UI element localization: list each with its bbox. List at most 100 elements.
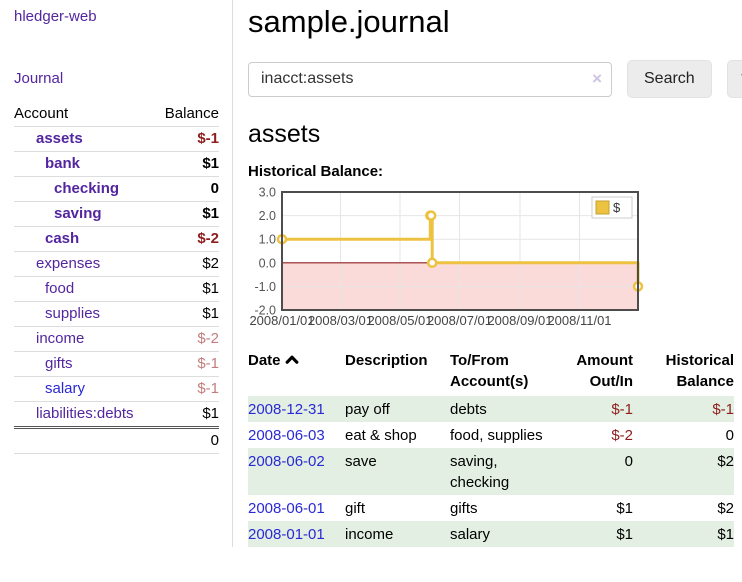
register-row: 2008-06-03 eat & shop food, supplies $-2 0 bbox=[248, 422, 734, 448]
balance-cell: $-1 bbox=[712, 401, 734, 418]
amount-cell: $-2 bbox=[611, 427, 633, 444]
account-row: assets $-1 bbox=[14, 126, 219, 152]
amount-cell: $-1 bbox=[611, 401, 633, 418]
account-link[interactable]: liabilities:debts bbox=[36, 405, 134, 422]
account-link[interactable]: salary bbox=[45, 380, 86, 397]
sort-ascending-icon bbox=[285, 350, 299, 371]
amount-cell: 0 bbox=[624, 453, 633, 470]
description-cell: gift bbox=[345, 500, 366, 517]
y-tick-label: 1.0 bbox=[259, 233, 276, 247]
register-header-to: To/From Account(s) bbox=[450, 352, 529, 390]
balance-cell: $2 bbox=[717, 453, 734, 470]
description-cell: income bbox=[345, 526, 394, 543]
register-row: 2008-01-01 income salary $1 $1 bbox=[248, 521, 734, 547]
account-balance: $-2 bbox=[197, 330, 219, 347]
account-link[interactable]: gifts bbox=[45, 355, 73, 372]
account-link[interactable]: food bbox=[45, 280, 75, 297]
clear-search-icon[interactable]: × bbox=[592, 68, 602, 88]
register-row: 2008-06-02 save saving, checking 0 $2 bbox=[248, 448, 734, 495]
date-link[interactable]: 2008-06-02 bbox=[248, 453, 325, 470]
register-header-description: Description bbox=[345, 352, 428, 369]
account-row: gifts $-1 bbox=[14, 351, 219, 377]
legend-label: $ bbox=[613, 200, 621, 215]
account-row: bank $1 bbox=[14, 151, 219, 177]
search-form: × Search ? bbox=[248, 60, 742, 98]
account-heading: assets bbox=[248, 120, 321, 148]
description-cell: pay off bbox=[345, 401, 390, 418]
main-content: sample.journal × Search ? assets Histori… bbox=[233, 0, 742, 547]
account-link[interactable]: saving bbox=[54, 205, 102, 222]
account-row: expenses $2 bbox=[14, 251, 219, 277]
register-table: Date Description To/From Account(s) Amount … bbox=[248, 348, 734, 547]
brand-link[interactable]: hledger-web bbox=[14, 8, 97, 25]
accounts-cell: gifts bbox=[450, 500, 478, 517]
help-button[interactable]: ? bbox=[726, 60, 742, 98]
register-header-amount: Amount Out/In bbox=[576, 352, 633, 390]
account-balance: $-2 bbox=[197, 230, 219, 247]
accounts-cell: saving, checking bbox=[450, 453, 510, 491]
account-balance: $1 bbox=[202, 205, 219, 222]
register-header-historical: Historical Balance bbox=[665, 352, 734, 390]
accounts-total-row: 0 bbox=[14, 427, 219, 454]
amount-cell: $1 bbox=[616, 500, 633, 517]
search-button[interactable]: Search bbox=[627, 60, 712, 98]
date-link[interactable]: 2008-01-01 bbox=[248, 526, 325, 543]
account-link[interactable]: assets bbox=[36, 130, 83, 147]
account-row: liabilities:debts $1 bbox=[14, 401, 219, 428]
accounts-table: Account Balance assets $-1 bank $1 checking 0… bbox=[14, 102, 219, 454]
account-balance: $-1 bbox=[197, 355, 219, 372]
y-tick-label: 0.0 bbox=[259, 256, 276, 270]
account-balance: $-1 bbox=[197, 130, 219, 147]
balance-cell: $1 bbox=[717, 526, 734, 543]
account-link[interactable]: income bbox=[36, 330, 85, 347]
y-tick-label: -2.0 bbox=[254, 304, 276, 318]
account-row: supplies $1 bbox=[14, 301, 219, 327]
sidebar: hledger-web Journal Account Balance asse… bbox=[0, 0, 233, 547]
x-tick-label: 2008/03/01 bbox=[308, 313, 373, 328]
account-balance: 0 bbox=[210, 180, 219, 197]
register-row: 2008-12-31 pay off debts $-1 $-1 bbox=[248, 396, 734, 422]
plot-border bbox=[281, 191, 639, 311]
amount-cell: $1 bbox=[616, 526, 633, 543]
account-link[interactable]: supplies bbox=[45, 305, 101, 322]
accounts-cell: salary bbox=[450, 526, 491, 543]
date-link[interactable]: 2008-06-01 bbox=[248, 500, 325, 517]
accounts-header-account: Account bbox=[14, 105, 69, 122]
account-balance: $1 bbox=[202, 280, 219, 297]
account-row: salary $-1 bbox=[14, 376, 219, 402]
historical-balance-chart[interactable]: $3.0 2.0 1.0 0.0 -1.0 -2.0 2008/01/01 2008/03/0… bbox=[248, 186, 742, 332]
account-row: cash $-2 bbox=[14, 226, 219, 252]
x-tick-label: 2008/09/01 bbox=[487, 313, 552, 328]
search-input[interactable] bbox=[248, 61, 612, 97]
x-tick-label: 2008/01/01 bbox=[249, 313, 314, 328]
accounts-cell: food, supplies bbox=[450, 427, 543, 444]
sidebar-item-journal[interactable]: Journal bbox=[14, 70, 64, 87]
account-link[interactable]: checking bbox=[54, 180, 120, 197]
y-tick-label: 3.0 bbox=[259, 186, 276, 200]
accounts-header-balance: Balance bbox=[164, 105, 219, 122]
register-header-date[interactable]: Date bbox=[248, 348, 345, 396]
account-row: food $1 bbox=[14, 276, 219, 302]
description-cell: save bbox=[345, 453, 377, 470]
account-balance: $-1 bbox=[197, 380, 219, 397]
y-tick-label: -1.0 bbox=[254, 280, 276, 294]
chart-legend: $ bbox=[591, 196, 633, 219]
account-row: income $-2 bbox=[14, 326, 219, 352]
chart-heading: Historical Balance: bbox=[248, 163, 384, 180]
account-balance: $1 bbox=[202, 155, 219, 172]
y-tick-label: 2.0 bbox=[259, 209, 276, 223]
date-link[interactable]: 2008-12-31 bbox=[248, 401, 325, 418]
accounts-cell: debts bbox=[450, 401, 487, 418]
account-link[interactable]: expenses bbox=[36, 255, 101, 272]
search-box: × bbox=[248, 61, 612, 97]
account-link[interactable]: bank bbox=[45, 155, 81, 172]
page-title: sample.journal bbox=[248, 4, 450, 39]
date-link[interactable]: 2008-06-03 bbox=[248, 427, 325, 444]
x-tick-label: 2008/07/01 bbox=[427, 313, 492, 328]
account-link[interactable]: cash bbox=[45, 230, 80, 247]
account-balance: $2 bbox=[202, 255, 219, 272]
data-point bbox=[426, 257, 438, 269]
x-tick-label: 2008/05/01 bbox=[367, 313, 432, 328]
legend-swatch bbox=[595, 200, 610, 215]
account-balance: $1 bbox=[202, 405, 219, 422]
